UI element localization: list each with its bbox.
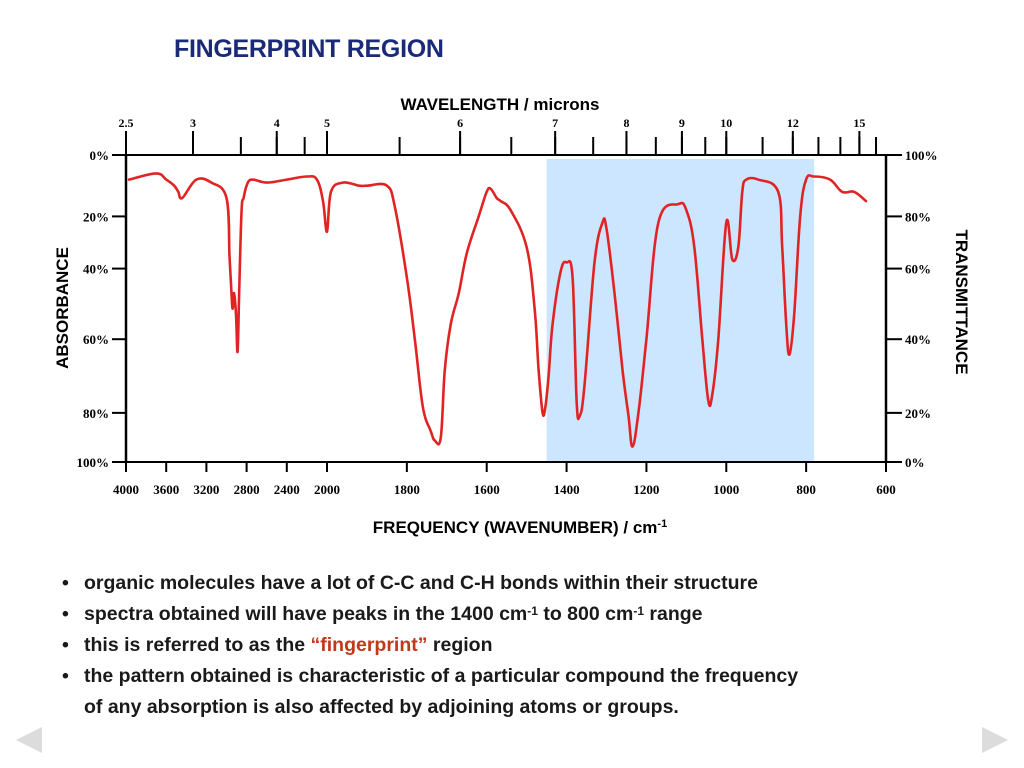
top-tick-label: 9 [679,116,685,130]
top-tick-label: 3 [190,116,196,130]
bullet-item: • organic molecules have a lot of C-C an… [62,568,962,599]
bottom-axis-ticks: 4000 3600 3200 2800 2400 2000 1800 1600 1400 1200… [113,462,896,497]
top-tick-label: 7 [552,116,558,130]
right-axis-label: TRANSMITTANCE [952,229,971,374]
top-tick-label: 6 [457,116,463,130]
x-tick-label: 1600 [474,482,500,497]
right-tick-label: 20% [905,406,931,421]
x-tick-label: 600 [876,482,896,497]
top-tick-label: 2.5 [119,116,134,130]
top-axis-label: WAVELENGTH / microns [401,95,600,114]
bullet-dot: • [62,572,69,594]
left-tick-label: 60% [83,332,109,347]
left-tick-label: 80% [83,406,109,421]
bullet-item: • this is referred to as the “fingerprin… [62,630,962,661]
left-tick-label: 100% [77,455,110,470]
top-tick-label: 4 [274,116,280,130]
top-tick-label: 8 [623,116,629,130]
right-tick-label: 80% [905,209,931,224]
x-tick-label: 2800 [234,482,260,497]
page-title: FINGERPRINT REGION [174,35,444,63]
bullet-dot: • [62,665,69,687]
bullet-text: this is referred to as the “fingerprint”… [84,634,493,656]
top-tick-label: 5 [324,116,330,130]
right-tick-label: 40% [905,332,931,347]
top-tick-label: 12 [787,116,799,130]
x-axis-label: FREQUENCY (WAVENUMBER) / cm-1 [373,518,667,537]
x-tick-label: 3600 [153,482,179,497]
triangle-right-icon[interactable] [982,727,1008,753]
bullet-text: organic molecules have a lot of C-C and … [84,572,758,594]
top-axis-ticks: 2.5 3 4 5 6 7 8 9 10 12 15 [119,116,878,155]
x-tick-label: 2000 [314,482,340,497]
bullet-text: spectra obtained will have peaks in the … [84,603,703,625]
ir-spectrum-chart: 2.5 3 4 5 6 7 8 9 10 12 15 4000 3600 3200 2800 2400 200… [53,95,971,537]
x-tick-label: 1800 [394,482,420,497]
left-axis-ticks: 0% 20% 40% 60% 80% 100% [77,148,126,470]
bullet-text: of any absorption is also affected by ad… [84,696,679,718]
x-tick-label: 800 [796,482,816,497]
bullet-text: the pattern obtained is characteristic o… [84,665,799,687]
right-tick-label: 0% [905,455,925,470]
x-tick-label: 1000 [713,482,739,497]
x-tick-label: 4000 [113,482,139,497]
bullet-continuation: of any absorption is also affected by ad… [62,692,962,723]
right-tick-label: 60% [905,262,931,277]
top-tick-label: 10 [720,116,732,130]
right-tick-label: 100% [905,148,938,163]
top-tick-label: 15 [853,116,865,130]
x-tick-label: 3200 [193,482,219,497]
fingerprint-highlight-text: “fingerprint” [310,634,428,656]
x-tick-label: 2400 [274,482,300,497]
bullet-list: • organic molecules have a lot of C-C an… [62,568,962,723]
left-tick-label: 40% [83,262,109,277]
bullet-dot: • [62,603,69,625]
x-tick-label: 1400 [554,482,580,497]
bullet-dot: • [62,634,69,656]
spectrum-line [127,172,868,448]
left-tick-label: 0% [90,148,110,163]
left-tick-label: 20% [83,209,109,224]
bullet-item: • spectra obtained will have peaks in th… [62,599,962,630]
bullet-item: • the pattern obtained is characteristic… [62,661,962,692]
x-tick-label: 1200 [633,482,659,497]
triangle-left-icon[interactable] [16,727,42,753]
left-axis-label: ABSORBANCE [53,247,72,369]
right-axis-ticks: 100% 80% 60% 40% 20% 0% [886,148,938,470]
